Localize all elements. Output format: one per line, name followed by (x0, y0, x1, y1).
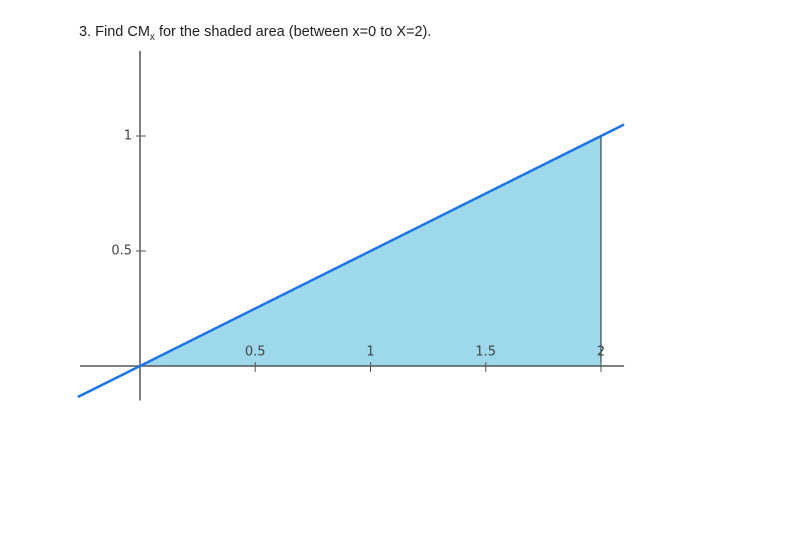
x-tick-label: 1 (366, 345, 374, 360)
question-text: for the shaded area (between x=0 to X=2)… (154, 24, 432, 40)
y-tick-label: 0.5 (111, 244, 132, 259)
question-text: 3. Find CM (79, 24, 150, 40)
subscript: x (149, 31, 155, 43)
line (77, 123, 625, 399)
question: 3. Find CMx for the shaded area (between… (79, 24, 431, 43)
y-tick-label: 1 (124, 129, 132, 144)
x-tick-label: 1.5 (475, 345, 496, 360)
x-tick-label: 0.5 (245, 345, 266, 360)
x-tick-label: 2 (597, 345, 605, 360)
